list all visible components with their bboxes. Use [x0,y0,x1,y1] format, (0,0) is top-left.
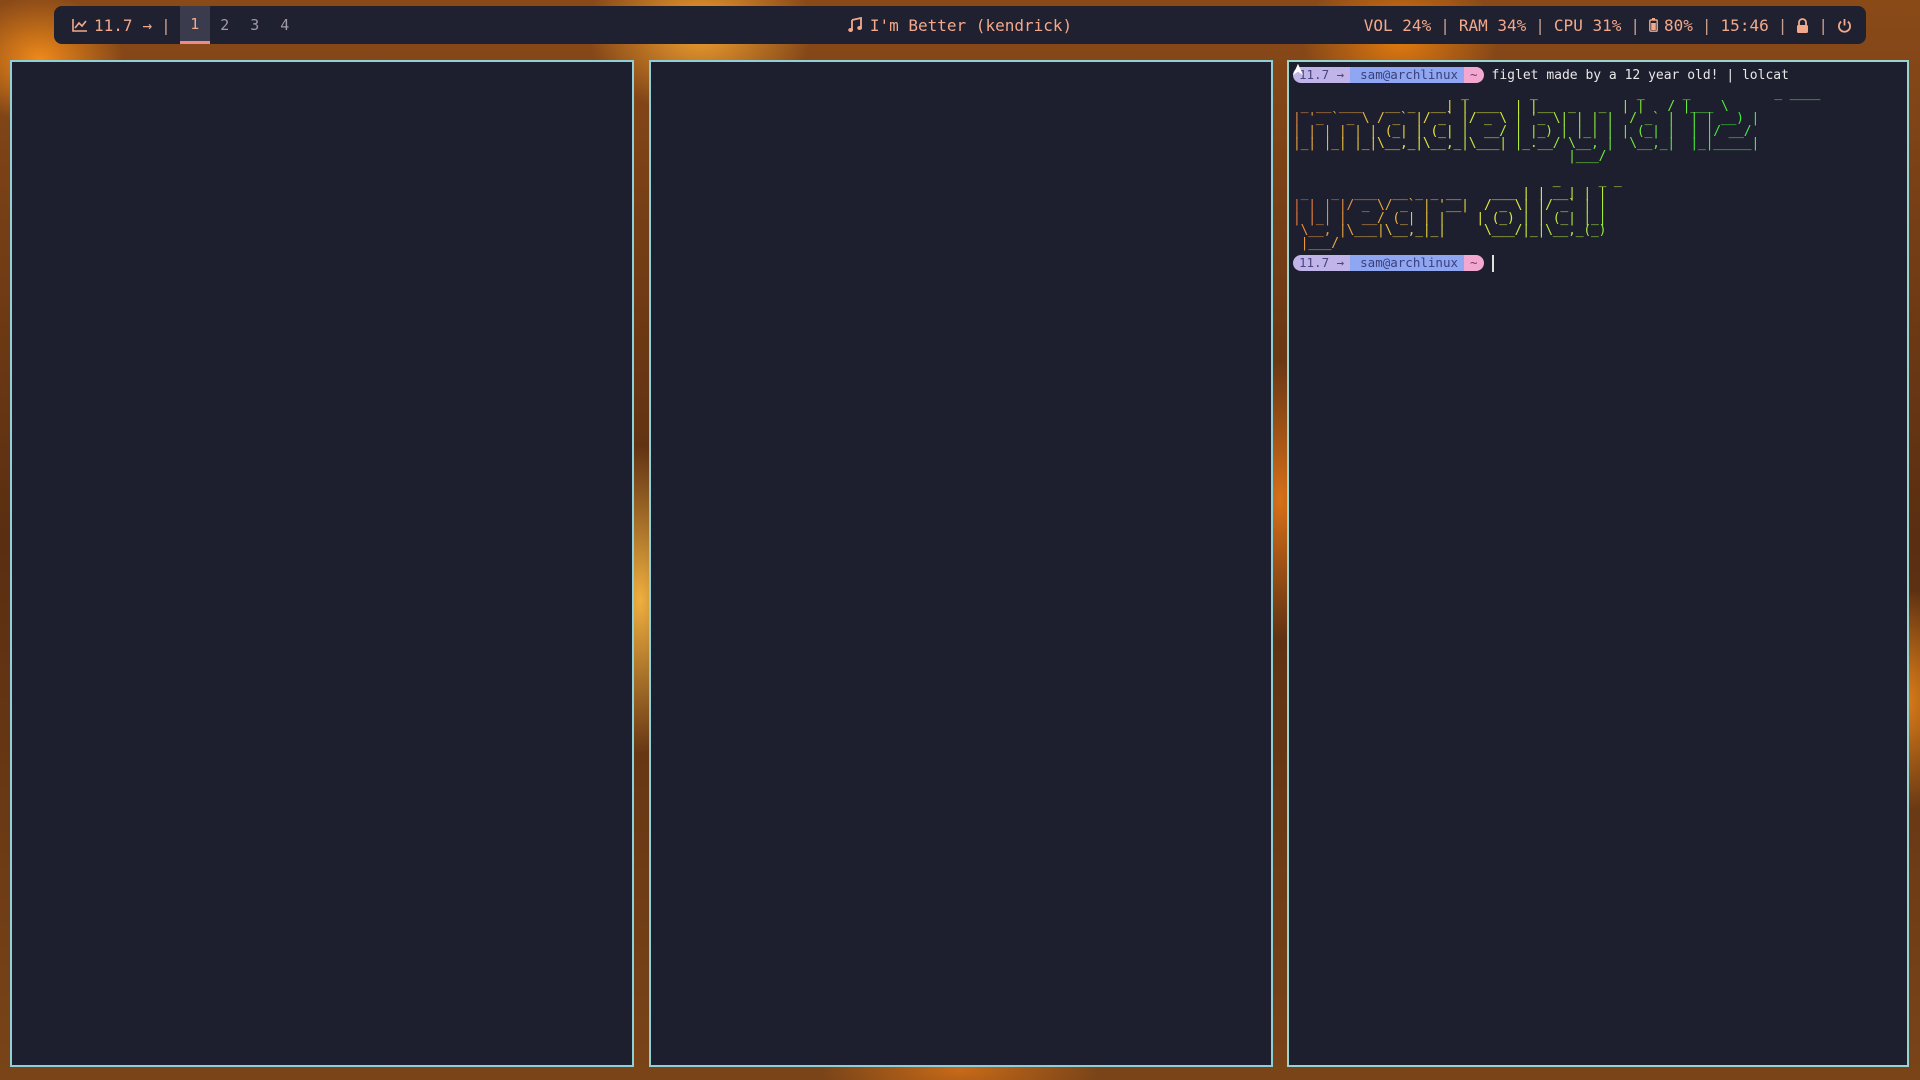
battery-icon [1649,18,1658,32]
battery-level: 80% [1664,15,1693,35]
separator: | [1701,15,1712,35]
figlet-row: _ _ ___ __ _ _ __ ___ | | __| | | [1300,185,1607,201]
terminal-window[interactable]: 11.7 → sam@archlinux ~ figlet made by a … [1287,60,1909,1067]
command-text: figlet made by a 12 year old! | lolcat [1491,67,1789,83]
prompt-time-segment: 11.7 → [1293,255,1351,271]
cpu-indicator: CPU 31% [1553,15,1622,35]
line-chart-icon [72,18,88,32]
prompt-user: sam@archlinux [1360,67,1458,82]
volume-indicator[interactable]: VOL 24% [1363,15,1432,35]
separator: | [1777,15,1788,35]
workspace-4-button[interactable]: 4 [280,16,290,34]
spectrum-visualizer-window[interactable] [649,60,1273,1067]
workspace-list: 1 2 3 4 [179,6,300,44]
separator: | [1535,15,1545,35]
figlet-row: \__, |\___|\__,_|_| \___/|_|\__,_(_) [1300,223,1607,238]
separator: | [161,15,171,35]
lock-icon[interactable] [1796,17,1809,33]
prompt-user-segment: sam@archlinux [1293,64,1464,271]
clock: 15:46 [1720,15,1769,35]
prompt-user: sam@archlinux [1360,255,1458,270]
bar-left-section: 11.7 → | 1 2 3 4 [72,6,300,44]
separator: | [1440,15,1450,35]
spectrum-canvas [651,672,1271,1065]
figlet-row: |___/ [1300,235,1339,251]
figlet-row: | '_ ` _ \ / _` |/ _` |/ _ \ | '_ \| | |… [1293,111,1760,126]
prompt-line-2: 11.7 → sam@archlinux ~ [1293,64,1907,274]
workspace-2-button[interactable]: 2 [220,16,230,34]
now-playing-label[interactable]: I'm Better (kendrick) [869,15,1073,35]
prompt-time-segment: 11.7 → [1293,67,1351,83]
power-icon[interactable] [1837,18,1852,33]
arrow-glyph: → [142,15,153,35]
blob-shape [20,71,632,1065]
figlet-output: _ _ _ _ _ ____ _ __ ___ __ _ __| | ___ |… [1293,86,1907,251]
terminal-content[interactable]: 11.7 → sam@archlinux ~ figlet made by a … [1293,64,1907,274]
prompt-line-1: 11.7 → sam@archlinux ~ figlet made by a … [1293,64,1907,86]
workspace-3-button[interactable]: 3 [250,16,260,34]
figlet-row: _ _ _ [1552,173,1622,188]
spectrum-shape [651,672,1271,1065]
top-status-bar: 11.7 → | 1 2 3 4 I'm Better (kendrick) V… [54,6,1866,44]
figlet-row: |_| |_| |_|\__,_|\__,_|\___| |_.__/ \__,… [1293,136,1760,151]
music-note-icon [848,17,862,33]
prompt-user-segment: sam@archlinux [1293,64,1464,83]
figlet-row: | |_| | __/ (_| | | | (_) | | (_| |_| [1293,210,1607,226]
load-value: 11.7 [94,15,133,35]
text-cursor[interactable] [1491,254,1494,272]
bar-center-section: I'm Better (kendrick) [54,6,1866,44]
figlet-row: _ _ _ _ _ ____ [1461,86,1821,101]
blob-visualizer-window[interactable] [10,60,634,1067]
figlet-row: | | | | | | (_| | (_| | __/ | |_) | |_| … [1293,123,1752,139]
figlet-line-2: _ _ _ _ _ ___ __ _ _ __ ___ | | __| | | |… [1293,173,1907,251]
bar-right-section: VOL 24% | RAM 34% | CPU 31% | 80% | 15:4… [1364,6,1852,44]
figlet-row: _ __ ___ __ _ __| | ___ | |__ _ _ | | / … [1300,98,1729,114]
figlet-row: | | | |/ _ \/ _` | '__| / _ \| |/ _` | | [1293,198,1607,213]
blob-canvas [20,71,632,1065]
figlet-row: |___/ [1568,148,1607,164]
figlet-line-1: _ _ _ _ _ ____ _ __ ___ __ _ __| | ___ |… [1293,86,1907,164]
prompt-dir-segment: ~ [1464,255,1484,271]
prompt-dir-segment: ~ [1464,67,1484,83]
workspace-1-button[interactable]: 1 [179,6,210,44]
separator: | [1818,15,1828,35]
ram-indicator: RAM 34% [1458,15,1527,35]
separator: | [1630,15,1640,35]
